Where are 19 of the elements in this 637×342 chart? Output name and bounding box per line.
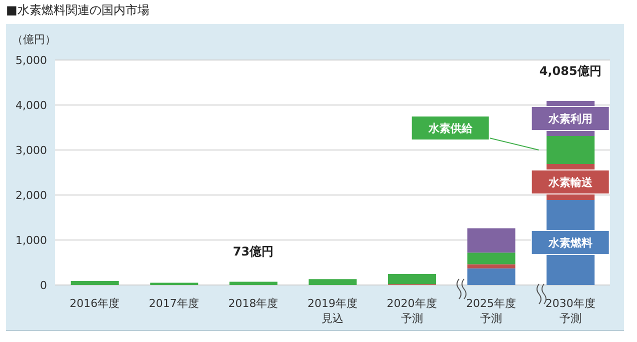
annotation: 73億円 (232, 244, 274, 259)
x-tick-label: 2025年度予測 (466, 297, 516, 325)
y-axis-title: （億円） (12, 32, 56, 47)
y-tick-label: 0 (40, 278, 47, 292)
x-tick-label: 2019年度見込 (308, 297, 358, 325)
x-tick-label: 2016年度 (70, 297, 120, 310)
x-tick-label: 2018年度 (228, 297, 278, 310)
y-tick-label: 3,000 (16, 144, 47, 157)
x-tick-label: 2017年度 (148, 297, 199, 310)
x-tick-label: 2020年度予測 (386, 297, 437, 325)
chart-title: ■水素燃料関連の国内市場 (6, 2, 150, 19)
series-label: 水素燃料 (547, 236, 592, 250)
text: 水素供給 (427, 122, 474, 135)
x-tick-label: 2030年度予測 (545, 297, 596, 325)
annotation: 4,085億円 (539, 64, 602, 78)
y-tick-label: 5,000 (16, 54, 47, 67)
y-tick-label: 2,000 (16, 188, 47, 202)
y-tick-label: 4,000 (16, 98, 47, 112)
y-tick-label: 1,000 (16, 234, 47, 247)
